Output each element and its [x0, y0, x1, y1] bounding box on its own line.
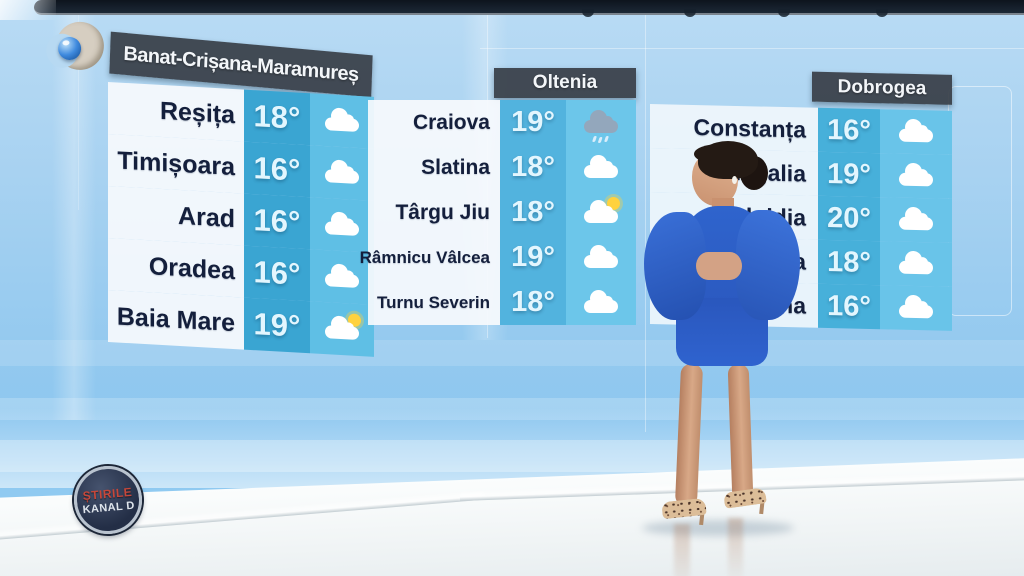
presenter-left-leg: [674, 363, 704, 507]
kanal-d-logo: [44, 17, 112, 77]
weather-icon-cell: [880, 153, 952, 199]
presenter-left-sleeve: [644, 212, 706, 320]
temperature-value: 16°: [244, 245, 310, 302]
temperature-value: 18°: [818, 239, 880, 286]
city-label: Craiova: [368, 100, 500, 145]
cloud-icon: [324, 159, 360, 186]
sun-cloud-icon: [583, 196, 620, 225]
presenter-hands: [696, 252, 742, 280]
cloud-icon: [898, 206, 934, 233]
temperature-value: 18°: [244, 89, 310, 146]
weather-icon-cell: [880, 241, 952, 287]
presenter-reflection: [674, 524, 690, 576]
weather-icon-cell: [310, 301, 374, 357]
city-label: Slatina: [368, 145, 500, 190]
weather-icon-cell: [566, 190, 636, 235]
screen-mount-clip: [778, 9, 790, 17]
weather-icon-cell: [310, 145, 374, 201]
presenter-reflection: [728, 518, 743, 576]
screen-top-edge: [34, 0, 1024, 15]
temperature-value: 16°: [818, 107, 880, 154]
cloud-icon: [324, 107, 360, 134]
wall-light-strip: [52, 0, 96, 420]
cloud-icon: [898, 118, 934, 145]
cloud-icon: [898, 162, 934, 189]
wall-grid-line: [480, 48, 1024, 49]
corner-highlight: [0, 0, 56, 20]
temperature-value: 18°: [500, 145, 566, 190]
forecast-rows: Reșița 18° Timișoara 16° Arad 16° Oradea…: [108, 82, 374, 357]
cloud-icon: [898, 294, 934, 321]
temperature-value: 16°: [244, 141, 310, 198]
presenter-earring: [732, 176, 737, 184]
weather-presenter: [628, 128, 812, 576]
weather-icon-cell: [566, 145, 636, 190]
weather-icon-cell: [566, 235, 636, 280]
city-label: Turnu Severin: [368, 280, 500, 325]
cloud-icon: [324, 211, 360, 238]
cloud-icon: [583, 289, 619, 315]
screen-mount-clip: [876, 9, 888, 17]
weather-icon-cell: [310, 197, 374, 253]
screen-mount-clip: [582, 9, 594, 17]
city-label: Arad: [108, 186, 244, 246]
weather-icon-cell: [880, 109, 952, 155]
temperature-value: 16°: [818, 283, 880, 330]
temperature-value: 19°: [818, 151, 880, 198]
city-label: Baia Mare: [108, 290, 244, 350]
weather-icon-cell: [566, 280, 636, 325]
city-label: Timișoara: [108, 134, 244, 194]
presenter-right-sleeve: [736, 210, 800, 320]
temperature-value: 19°: [500, 100, 566, 145]
region-header: Oltenia: [494, 68, 636, 98]
city-label: Râmnicu Vâlcea: [360, 235, 500, 280]
temperature-value: 18°: [500, 280, 566, 325]
temperature-value: 20°: [818, 195, 880, 242]
weather-icon-cell: [880, 197, 952, 243]
wall-frame-outline: [948, 86, 1012, 316]
weather-icon-cell: [310, 93, 374, 149]
rain-cloud-icon: [583, 109, 619, 142]
temperature-value: 19°: [500, 235, 566, 280]
temperature-value: 19°: [244, 297, 310, 354]
region-header: Dobrogea: [812, 71, 952, 105]
screen-mount-clip: [684, 9, 696, 17]
temperature-value: 18°: [500, 190, 566, 235]
temperature-value: 16°: [244, 193, 310, 250]
city-label: Târgu Jiu: [368, 190, 500, 235]
cloud-icon: [898, 250, 934, 277]
wall-grid-line: [78, 0, 79, 210]
presenter-floor-shadow: [642, 520, 794, 536]
forecast-rows: Craiova 19° Slatina 18° Târgu Jiu 18° Râ…: [360, 100, 636, 325]
presenter-hair: [694, 144, 746, 164]
weather-icon-cell: [880, 285, 952, 331]
city-label: Reșița: [108, 82, 244, 142]
city-label: Oradea: [108, 238, 244, 298]
presenter-right-leg: [727, 363, 754, 501]
cloud-icon: [583, 244, 619, 270]
wall-grid-line: [645, 0, 646, 432]
cloud-icon: [324, 263, 360, 290]
weather-icon-cell: [566, 100, 636, 145]
cloud-icon: [583, 154, 619, 180]
sun-cloud-icon: [324, 313, 361, 342]
